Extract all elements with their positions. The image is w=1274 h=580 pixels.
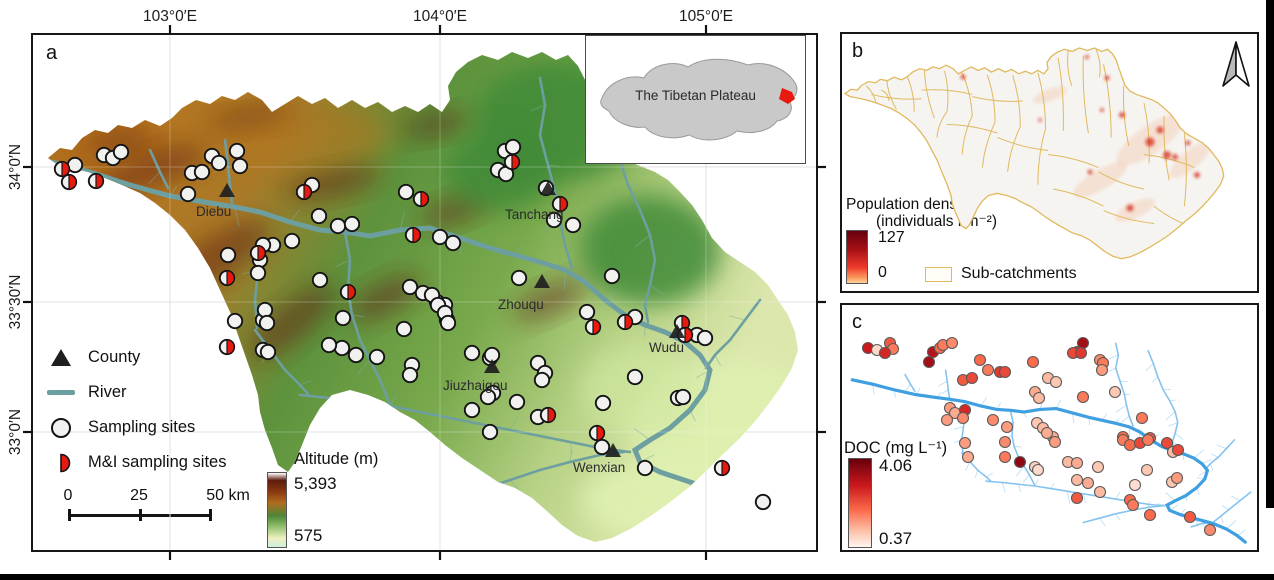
lon-label: 103°0′E xyxy=(143,8,197,25)
county-label: Tanchang xyxy=(505,207,564,222)
population-colorbar xyxy=(846,230,868,284)
tibetan-plateau-map xyxy=(600,58,798,141)
altitude-colorbar xyxy=(267,472,287,548)
altitude-title: Altitude (m) xyxy=(294,450,379,468)
panel-a-letter: a xyxy=(46,42,58,64)
scale-25: 25 xyxy=(130,487,148,504)
panel-a-frame xyxy=(31,33,818,552)
legend-sampling-sites: Sampling sites xyxy=(46,410,226,445)
panel-c-letter: c xyxy=(852,311,862,333)
doc-max: 4.06 xyxy=(879,456,913,475)
subcatchments-swatch xyxy=(925,267,952,282)
county-triangle-icon xyxy=(46,349,76,366)
altitude-min: 575 xyxy=(294,526,323,545)
doc-min: 0.37 xyxy=(879,529,913,548)
tibetan-plateau-inset: The Tibetan Plateau xyxy=(585,35,806,164)
scale-50km: 50 km xyxy=(206,487,250,504)
pop-min: 0 xyxy=(878,264,887,281)
county-label: Zhouqu xyxy=(498,297,544,312)
doc-colorbar xyxy=(848,458,872,548)
scale-0: 0 xyxy=(63,487,73,504)
lat-label: 33°30′N xyxy=(7,274,24,330)
sampling-site-icon xyxy=(46,417,76,438)
subcatchments-label: Sub-catchments xyxy=(961,265,1077,282)
river-line-icon xyxy=(46,390,76,395)
map-legend: County River Sampling sites M&I sampling… xyxy=(46,340,226,480)
county-triangle xyxy=(484,359,500,373)
legend-county: County xyxy=(46,340,226,375)
legend-river: River xyxy=(46,375,226,410)
panel-b-map xyxy=(843,41,1250,260)
county-triangle xyxy=(540,181,556,195)
panel-c-map xyxy=(850,336,1252,544)
panel-b-frame xyxy=(840,32,1259,293)
county-triangle xyxy=(669,324,685,338)
doc-title: DOC (mg L⁻¹) xyxy=(844,439,948,457)
county-triangle xyxy=(219,183,235,197)
lat-label: 34°0′N xyxy=(7,143,24,191)
lat-label: 33°0′N xyxy=(7,408,24,456)
county-label: Wenxian xyxy=(573,460,625,475)
county-triangle xyxy=(534,274,550,288)
county-label: Wudu xyxy=(649,340,684,355)
county-triangle xyxy=(605,443,621,457)
inset-label: The Tibetan Plateau xyxy=(635,88,756,103)
lon-label: 105°0′E xyxy=(679,8,733,25)
north-arrow-icon xyxy=(1222,41,1250,87)
study-area-highlight xyxy=(779,88,795,104)
bottom-border xyxy=(0,574,1274,580)
mi-site-icon xyxy=(46,453,76,473)
county-label: Jiuzhaigou xyxy=(443,378,508,393)
pop-title-1: Population density xyxy=(846,196,973,213)
county-label: Diebu xyxy=(196,204,231,219)
lon-label: 104°0′E xyxy=(413,8,467,25)
panel-b-letter: b xyxy=(852,40,864,62)
tibetan-plateau-shape xyxy=(600,58,798,141)
panel-c-frame xyxy=(840,303,1259,552)
legend-mi-sampling-sites: M&I sampling sites xyxy=(46,445,226,480)
altitude-max: 5,393 xyxy=(294,474,337,493)
right-border xyxy=(1266,0,1274,508)
panel-a-map: Diebu Tanchang Zhouqu Jiuzhaigou Wudu Wenxian xyxy=(33,35,816,550)
pop-max: 127 xyxy=(878,229,905,246)
